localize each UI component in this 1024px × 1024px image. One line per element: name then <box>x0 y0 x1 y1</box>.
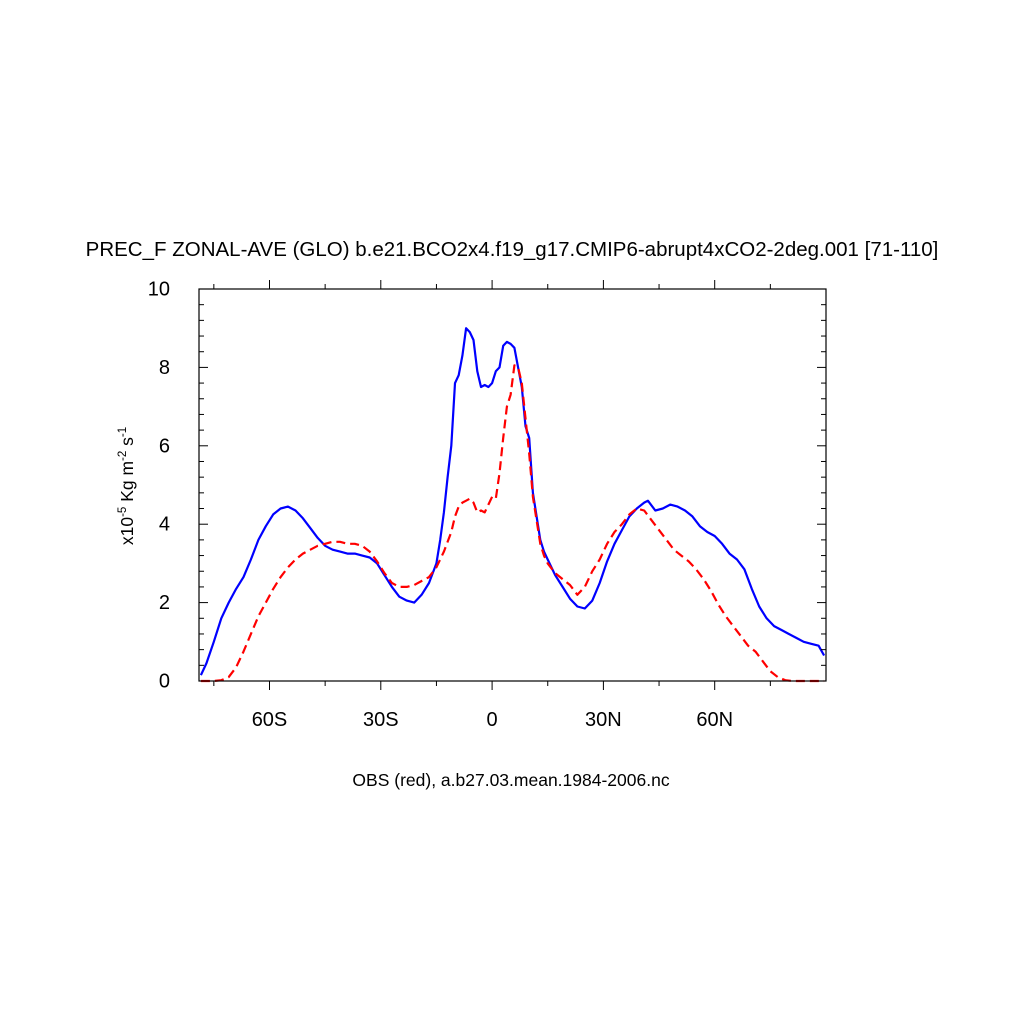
x-tick-label: 30N <box>585 709 622 731</box>
y-axis-label: x10-5 Kg m-2 s-1 <box>117 427 137 545</box>
axes-layer: 0 2 4 6 8 10 60S 30S 0 30N 60N <box>148 279 827 731</box>
y-tick-label: 6 <box>159 435 170 457</box>
y-tick-label: 2 <box>159 592 170 614</box>
x-tick-label: 60S <box>252 709 288 731</box>
series-line-2 <box>200 364 825 683</box>
series-line-1 <box>199 327 826 676</box>
chart-title: PREC_F ZONAL-AVE (GLO) b.e21.BCO2x4.f19_… <box>86 238 939 261</box>
y-tick-label: 10 <box>148 279 170 301</box>
series-layer <box>199 327 826 683</box>
x-axis-caption: OBS (red), a.b27.03.mean.1984-2006.nc <box>352 770 669 790</box>
y-tick-label: 4 <box>159 514 170 536</box>
y-tick-label: 8 <box>159 357 170 379</box>
plot-frame <box>198 288 827 682</box>
x-tick-label: 30S <box>363 709 399 731</box>
x-tick-label: 0 <box>487 709 498 731</box>
y-tick-label: 0 <box>159 671 170 693</box>
x-tick-label: 60N <box>696 709 733 731</box>
